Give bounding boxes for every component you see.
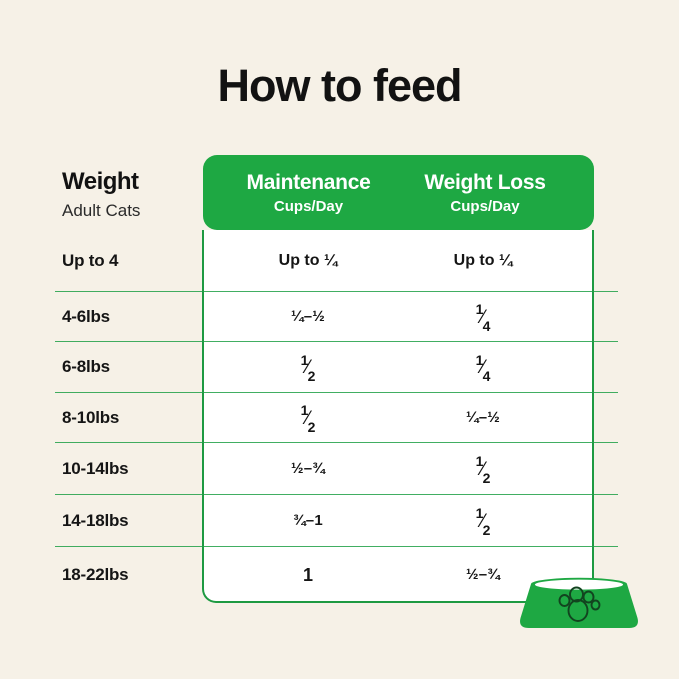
table-row: 14-18lbs ¾–1 1⁄2 [55,495,618,547]
bowl-opening [535,579,623,590]
table-column-headers: Maintenance Cups/Day Weight Loss Cups/Da… [203,155,594,230]
table-row: 8-10lbs 1⁄2 ¼–½ [55,393,618,443]
weight-loss-cell: 1⁄4 [414,301,552,334]
weight-loss-cell: ¼–½ [414,409,552,427]
cell-value: Up to ¼ [278,251,338,269]
cell-value: ½–¾ [291,459,325,477]
table-row: 18-22lbs 1 ½–¾ [55,547,618,603]
table-row: 6-8lbs 1⁄2 1⁄4 [55,342,618,393]
cell-value: ¼–½ [291,307,325,325]
cell-value: 1 [302,564,313,585]
cell-value-fraction: 1⁄4 [475,301,491,334]
table-body-panel [202,230,594,603]
weight-loss-sublabel: Cups/Day [450,197,520,215]
column-header-weight-loss: Weight Loss Cups/Day [414,171,556,215]
weight-range-label: 6-8lbs [62,357,110,376]
maintenance-cell: 1⁄2 [202,402,414,435]
maintenance-sublabel: Cups/Day [273,197,344,215]
weight-header-subtitle: Adult Cats [62,201,141,220]
maintenance-label: Maintenance [246,170,371,194]
cell-value: Up to ¼ [453,251,513,269]
weight-range-label: 10-14lbs [62,458,129,478]
cell-value-fraction: 1⁄2 [300,402,316,435]
weight-loss-cell: 1⁄2 [414,505,552,538]
maintenance-cell: ½–¾ [202,460,414,478]
cell-value-fraction: 1⁄4 [475,351,491,385]
weight-range-label: Up to 4 [62,250,119,270]
weight-range-label: 14-18lbs [62,510,129,530]
weight-loss-cell: ½–¾ [414,566,552,584]
bowl-body [520,577,638,628]
cell-value-fraction: 1⁄2 [300,351,316,385]
table-row: 4-6lbs ¼–½ 1⁄4 [55,292,618,342]
weight-loss-cell: 1⁄2 [414,453,552,486]
weight-header-title: Weight [62,168,139,195]
maintenance-cell: Up to ¼ [202,252,414,270]
paw-print-icon [558,586,601,622]
weight-loss-label: Weight Loss [424,170,546,194]
maintenance-cell: 1⁄2 [202,351,414,385]
table-row: Up to 4 Up to ¼ Up to ¼ [55,230,618,292]
pet-bowl-paw-icon [520,577,638,628]
column-header-maintenance: Maintenance Cups/Day [203,171,414,215]
weight-range-label: 4-6lbs [62,306,110,326]
maintenance-cell: ¼–½ [202,308,414,326]
weight-loss-cell: 1⁄4 [414,351,552,385]
weight-loss-cell: Up to ¼ [414,252,552,270]
weight-range-label: 8-10lbs [62,407,120,427]
table-rows: Up to 4 Up to ¼ Up to ¼ 4-6lbs ¼–½ 1⁄4 6-8lbs 1… [55,230,618,603]
cell-value: ¾–1 [293,511,323,529]
maintenance-cell: 1 [202,565,414,586]
page-title: How to feed [217,60,463,111]
maintenance-cell: ¾–1 [202,512,414,530]
cell-value: ½–¾ [466,566,500,583]
table-row: 10-14lbs ½–¾ 1⁄2 [55,443,618,495]
cell-value-fraction: 1⁄2 [475,505,491,538]
weight-column-header: Weight Adult Cats [62,168,140,221]
weight-range-label: 18-22lbs [62,565,129,584]
cell-value-fraction: 1⁄2 [475,453,491,486]
cell-value: ¼–½ [466,408,500,426]
